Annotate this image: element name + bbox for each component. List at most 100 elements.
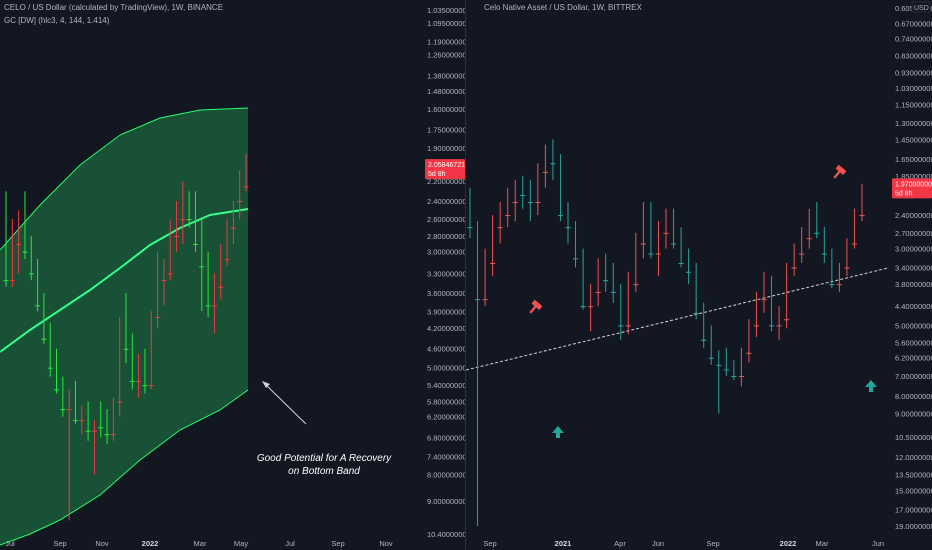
- y-axis-tick-label: 3.60000000: [427, 289, 466, 298]
- x-axis-tick-label: Mar: [194, 539, 207, 548]
- candle-body: [648, 253, 654, 255]
- pane-divider: [465, 0, 466, 550]
- y-axis-tick-label: 1.30000000: [895, 119, 932, 128]
- candle-body: [761, 299, 767, 301]
- candle-body: [603, 280, 609, 282]
- candle-body: [117, 401, 123, 403]
- y-axis-tick-label: 4.20000000: [427, 324, 466, 333]
- x-axis-tick-label: Jul: [285, 539, 295, 548]
- candle-body: [9, 280, 15, 282]
- candle-body: [148, 385, 154, 387]
- y-axis-tick-label: 5.60000000: [895, 338, 932, 347]
- candle-body: [527, 202, 533, 204]
- candle-body: [588, 306, 594, 308]
- y-axis-tick-label: 1.15000000: [895, 101, 932, 110]
- right-chart-svg[interactable]: 0.605000000.670000000.740000000.83000000…: [466, 0, 932, 550]
- annotation-text-line2: on Bottom Band: [288, 466, 360, 477]
- candle-body: [731, 375, 737, 377]
- candle-body: [784, 319, 790, 321]
- current-price-countdown: 5d 8h: [428, 171, 446, 178]
- x-axis-tick-label: Sep: [53, 539, 66, 548]
- current-price-tag: [425, 159, 465, 180]
- candle-body: [776, 325, 782, 327]
- candle-body: [814, 232, 820, 234]
- candle-body: [474, 299, 481, 301]
- x-axis-tick-label: Sep: [483, 539, 496, 548]
- left-chart-pane[interactable]: 1.03500000 1.09500000 1.19000000 1.26000000…: [0, 0, 466, 550]
- x-axis-tick-label: Sep: [331, 539, 344, 548]
- y-axis-tick-label: 1.45000000: [895, 135, 932, 144]
- hammer-handle: [529, 305, 537, 314]
- candle-body: [85, 430, 91, 432]
- y-axis-tick-label: 1.03000000: [895, 84, 932, 93]
- candle-body: [136, 380, 142, 382]
- candle-body: [180, 219, 186, 221]
- candle-body: [693, 312, 699, 314]
- y-axis-tick-label: 13.50000000: [895, 471, 932, 480]
- candle-body: [791, 267, 797, 269]
- y-axis-tick-label: 2.60000000: [427, 215, 466, 224]
- candle-body: [243, 186, 249, 188]
- y-axis-tick-label: 1.38000000: [427, 71, 466, 80]
- x-axis-tick-label: Jun: [652, 539, 664, 548]
- candle-body: [79, 420, 85, 422]
- sell-signal-icon: [529, 299, 543, 314]
- y-axis-tick-label: 5.80000000: [427, 397, 466, 406]
- y-axis-tick-label: 0.67000000: [895, 19, 932, 28]
- left-chart-svg[interactable]: 1.03500000 1.09500000 1.19000000 1.26000000…: [0, 0, 466, 550]
- candle-body: [161, 280, 167, 282]
- right-chart-pane[interactable]: 0.605000000.670000000.740000000.83000000…: [466, 0, 932, 550]
- candle-body: [16, 243, 22, 245]
- y-axis-tick-label: 6.20000000: [427, 413, 466, 422]
- x-axis-tick-label: 2022: [142, 539, 159, 548]
- candle-body: [211, 305, 217, 307]
- x-axis-tick-label: Mar: [816, 539, 829, 548]
- y-axis-tick-label: 8.00000000: [427, 470, 466, 479]
- gaussian-channel-upper-band: [0, 107, 249, 251]
- candle-body: [47, 367, 53, 369]
- y-axis-tick-label: 1.75000000: [427, 125, 466, 134]
- y-axis-tick-label: 0.93000000: [895, 69, 932, 78]
- current-price-tag: [892, 178, 932, 199]
- candle-body: [610, 291, 616, 293]
- candle-body: [595, 291, 601, 293]
- hammer-head: [835, 164, 847, 175]
- candle-body: [91, 430, 97, 432]
- gaussian-channel-midline: [0, 208, 249, 353]
- candle-body: [580, 306, 586, 308]
- candle-body: [41, 338, 47, 340]
- y-axis-tick-label: 2.20000000: [427, 177, 466, 186]
- y-axis-tick-label: 0.83000000: [895, 52, 932, 61]
- y-axis-tick-label: 10.50000000: [895, 433, 932, 442]
- candle-body: [550, 163, 556, 165]
- y-axis-tick-label: 5.40000000: [427, 381, 466, 390]
- candle-body: [844, 267, 850, 269]
- y-axis-tick-label: 2.40000000: [895, 211, 932, 220]
- candle-body: [753, 325, 760, 327]
- candle-body: [640, 243, 646, 245]
- x-axis-tick-label: Nov: [379, 539, 393, 548]
- y-axis-tick-label: 7.40000000: [427, 453, 466, 462]
- x-axis-tick-label: Nov: [95, 539, 109, 548]
- candle-body: [829, 284, 835, 286]
- y-axis-tick-label: 1.19000000: [427, 38, 466, 47]
- candle-body: [230, 227, 236, 229]
- y-axis-tick-label: 15.00000000: [895, 486, 932, 495]
- hammer-head: [531, 299, 543, 310]
- y-axis-tick-label: 1.65000000: [895, 155, 932, 164]
- trendline-dashed: [466, 267, 889, 371]
- candle-body: [186, 219, 192, 221]
- y-axis-tick-label: 10.40000000: [427, 530, 466, 539]
- buy-signal-icon: [865, 380, 877, 392]
- candle-body: [60, 409, 66, 411]
- candle-body: [708, 357, 714, 359]
- y-axis-tick-label: 3.00000000: [895, 245, 932, 254]
- x-axis-tick-label: May: [234, 539, 248, 548]
- arrow-up-shape: [865, 380, 877, 392]
- y-axis-tick-label: 4.40000000: [895, 302, 932, 311]
- y-axis-tick-label: 19.00000000: [895, 522, 932, 531]
- candle-body: [467, 227, 473, 229]
- candle-body: [738, 375, 744, 377]
- candle-body: [557, 215, 564, 217]
- y-axis-tick-label: 4.60000000: [427, 345, 466, 354]
